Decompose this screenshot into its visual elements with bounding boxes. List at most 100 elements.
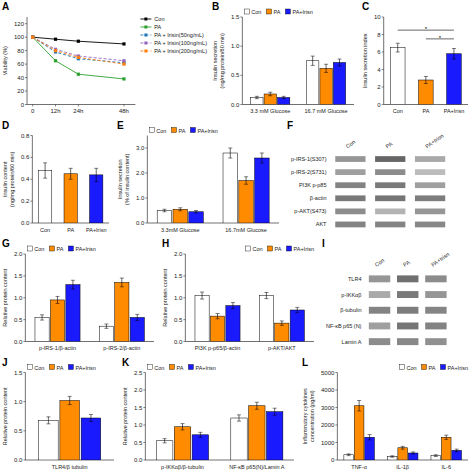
figure: A020406080100120Viability (%)012h24h48hC… <box>0 0 474 474</box>
error-bar-cap <box>273 408 277 409</box>
x-tick-label: p-IRS-2/β-actin <box>103 345 140 351</box>
error-bar-cap <box>198 432 202 433</box>
marker <box>77 40 80 43</box>
legend-label: Con <box>34 365 44 371</box>
annotation: * <box>425 26 428 32</box>
legend-swatch <box>245 246 250 251</box>
y-tick-label: 0.0 <box>14 457 23 463</box>
y-tick <box>335 372 337 373</box>
marker <box>54 59 57 62</box>
x-tick-label: 3.3 mM Glucose <box>250 108 290 114</box>
marker <box>122 77 125 80</box>
error-bar-cap <box>104 324 108 325</box>
plot-area <box>156 402 282 460</box>
error-bar-cap <box>69 168 73 169</box>
bar <box>130 317 144 341</box>
error-bar-cap <box>396 52 400 53</box>
y-tick <box>183 254 185 255</box>
legend-swatch <box>169 365 174 370</box>
bar <box>35 317 49 341</box>
chart: IConPAPA+IrisnTLR4p-IKKαββ-tubulinNF-κB … <box>322 238 450 345</box>
legend-label: Con <box>406 365 416 371</box>
error-bar-cap <box>68 396 72 397</box>
error-bar-stem <box>283 96 284 98</box>
error-bar-stem <box>369 435 370 440</box>
error-bar-cap <box>255 96 259 97</box>
error-bar <box>452 49 456 60</box>
error-bar-cap <box>120 278 124 279</box>
x-tick <box>123 105 124 107</box>
x-tick-label: 48h <box>119 108 129 114</box>
y-axis-line <box>27 17 28 105</box>
y-tick <box>25 91 27 92</box>
error-bar-cap <box>178 207 182 208</box>
bar <box>195 296 209 342</box>
error-bar-cap <box>444 435 448 436</box>
y-tick <box>240 17 242 18</box>
error-bar-stem <box>202 292 203 299</box>
chart: G0.00.51.01.52.0Relative protein content… <box>2 238 154 351</box>
error-bar-cap <box>162 211 166 212</box>
bar <box>189 212 204 223</box>
bar <box>239 181 254 224</box>
plot-area <box>35 278 144 341</box>
y-tick <box>143 372 145 373</box>
error-bar-stem <box>312 56 313 65</box>
bar <box>50 300 64 342</box>
y-tick-label: 0.5 <box>134 440 143 446</box>
error-bar <box>357 401 361 412</box>
band <box>397 291 418 298</box>
legend-label: PA+Irisn <box>293 246 314 252</box>
error-bar-cap <box>244 184 248 185</box>
legend-marker <box>144 50 147 53</box>
plot-area <box>195 292 304 341</box>
error-bar-stem <box>70 168 71 179</box>
y-tick-label: 1.5 <box>134 405 143 411</box>
y-axis-label: Insulin secretion(ng/mg protein/60 min) <box>212 33 225 88</box>
error-bar-stem <box>359 401 360 412</box>
band <box>335 156 365 162</box>
x-tick-label: 16.7 mM Glucose <box>305 108 348 114</box>
y-tick-label: 0.6 <box>21 154 30 160</box>
y-tick <box>145 198 147 199</box>
y-tick-label: 0.0 <box>136 220 145 226</box>
legend-label: PA+Irisn <box>195 365 216 371</box>
x-tick-label: 24h <box>73 108 83 114</box>
y-axis-line <box>145 373 146 461</box>
y-tick <box>23 297 25 298</box>
band <box>425 322 446 329</box>
bar <box>115 282 129 341</box>
column-label: PA+Irisn <box>430 251 450 268</box>
error-bar-stem <box>137 314 138 320</box>
legend-swatch <box>27 365 32 370</box>
bar <box>38 171 51 224</box>
error-bar <box>71 280 75 289</box>
column-label: PA <box>384 140 393 149</box>
error-bar <box>424 77 428 84</box>
bar <box>60 401 80 461</box>
x-tick-label: TNF-α <box>351 464 368 470</box>
error-bar-cap <box>368 439 372 440</box>
y-tick <box>30 179 32 180</box>
bar <box>408 453 418 460</box>
error-bar-stem <box>90 415 91 422</box>
row-label: p-IKKαβ <box>341 292 361 298</box>
error-bar-cap <box>255 98 259 99</box>
legend: ConPAPA+Irisn <box>399 365 468 371</box>
legend-marker <box>144 26 147 29</box>
y-tick-label: 4000 <box>321 387 335 393</box>
x-axis-line <box>27 104 135 105</box>
legend: ConPAPA+Irisn <box>244 9 313 15</box>
plot-area <box>344 401 462 461</box>
error-bar-cap <box>71 289 75 290</box>
y-tick-label: 1.0 <box>136 195 145 201</box>
x-tick-label: NF-κB p65(N)/Lamin A <box>229 464 285 470</box>
x-tick-label: Con <box>393 108 403 114</box>
error-bar-cap <box>260 153 264 154</box>
bar <box>81 418 101 460</box>
legend-label: PA+Irisn <box>292 9 313 15</box>
error-bar-cap <box>46 416 50 417</box>
error-bar-cap <box>390 455 394 456</box>
y-tick-label: 2.0 <box>136 170 145 176</box>
bar <box>66 285 80 342</box>
